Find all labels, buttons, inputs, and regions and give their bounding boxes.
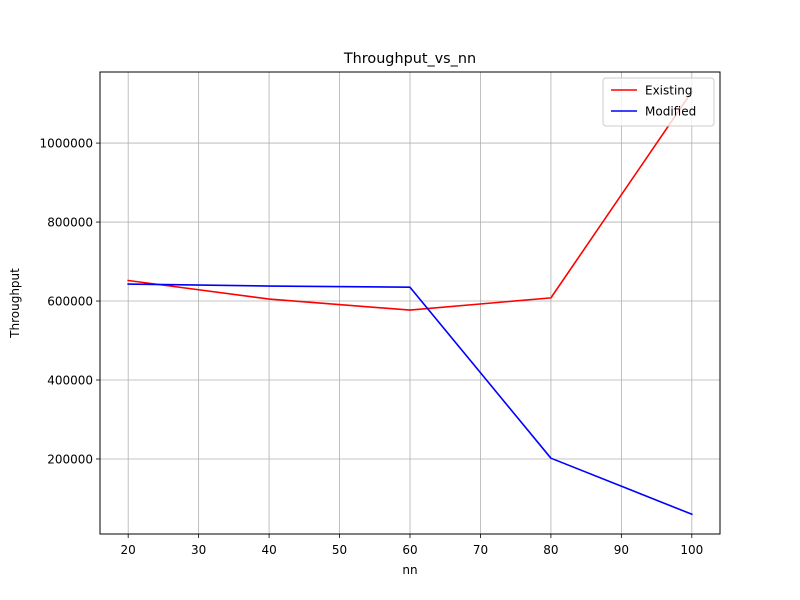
series-line-modified [127, 283, 693, 516]
y-axis-ticks: 200000 400000 600000 800000 1000000 [40, 137, 100, 466]
x-tick-label: 50 [332, 543, 347, 557]
legend-label-modified: Modified [645, 105, 696, 119]
series-line-existing [127, 90, 693, 311]
y-tick-label: 400000 [47, 374, 93, 388]
y-tick-label: 600000 [47, 295, 93, 309]
x-tick-label: 70 [473, 543, 488, 557]
y-tick-label: 1000000 [40, 137, 93, 151]
y-tick-label: 800000 [47, 216, 93, 230]
legend-label-existing: Existing [645, 84, 693, 98]
x-tick-label: 100 [680, 543, 703, 557]
x-tick-label: 30 [191, 543, 206, 557]
y-axis-label: Throughput [8, 268, 22, 339]
legend: Existing Modified [602, 77, 715, 127]
x-tick-label: 80 [543, 543, 558, 557]
y-tick-label: 200000 [47, 452, 93, 466]
grid-lines [100, 72, 720, 534]
series-layer [127, 90, 693, 516]
x-tick-label: 60 [402, 543, 417, 557]
x-tick-label: 20 [121, 543, 136, 557]
x-axis-label: nn [402, 563, 417, 577]
x-tick-label: 40 [261, 543, 276, 557]
chart-title: Throughput_vs_nn [343, 51, 476, 67]
x-axis-ticks: 20 30 40 50 60 70 80 90 100 [121, 534, 703, 557]
x-tick-label: 90 [614, 543, 629, 557]
